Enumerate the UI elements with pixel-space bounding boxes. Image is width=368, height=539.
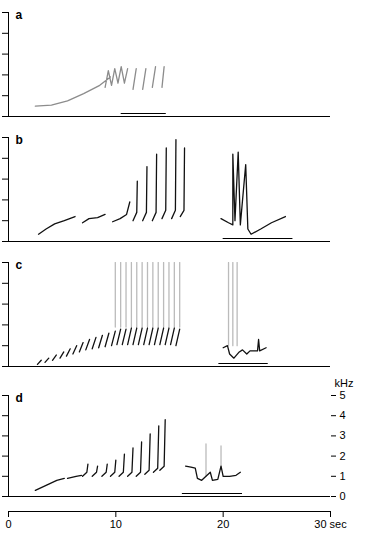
svg-text:0: 0 bbox=[5, 518, 11, 530]
svg-text:d: d bbox=[16, 391, 23, 405]
svg-text:a: a bbox=[16, 8, 23, 22]
svg-text:10: 10 bbox=[110, 518, 122, 530]
svg-text:5: 5 bbox=[340, 389, 346, 401]
svg-text:20: 20 bbox=[217, 518, 229, 530]
svg-text:0: 0 bbox=[340, 490, 346, 502]
svg-text:1: 1 bbox=[340, 470, 346, 482]
svg-text:3: 3 bbox=[340, 429, 346, 441]
svg-text:4: 4 bbox=[340, 409, 346, 421]
svg-text:30 sec: 30 sec bbox=[314, 518, 347, 530]
svg-text:c: c bbox=[16, 258, 23, 272]
svg-text:kHz: kHz bbox=[335, 377, 354, 389]
svg-text:b: b bbox=[16, 133, 23, 147]
svg-text:2: 2 bbox=[340, 450, 346, 462]
